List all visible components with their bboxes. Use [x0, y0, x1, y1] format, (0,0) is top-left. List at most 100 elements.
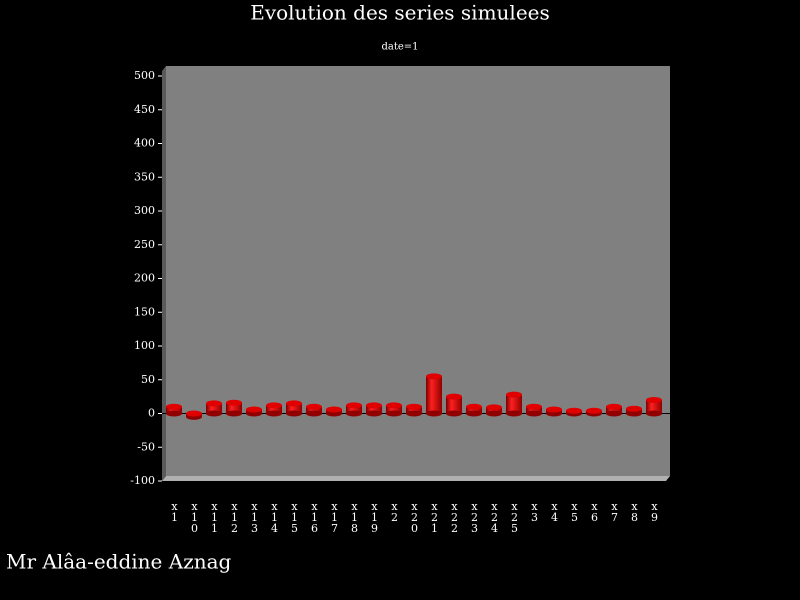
x-tick-label: x4 — [548, 500, 561, 522]
bar — [186, 410, 202, 420]
y-tick-label: 100 — [134, 339, 155, 352]
x-tick-label: x3 — [528, 500, 541, 522]
bar — [506, 391, 522, 417]
bar — [326, 406, 342, 417]
x-tick-label: x12 — [228, 500, 241, 533]
x-tick-label: x7 — [608, 500, 621, 522]
bar-body — [466, 406, 482, 414]
x-tick-label: x24 — [488, 500, 501, 533]
x-tick-label: x19 — [368, 500, 381, 533]
bar-body — [486, 407, 502, 414]
bar — [606, 403, 622, 417]
bar-bottom — [166, 410, 182, 417]
x-tick-label: x21 — [428, 500, 441, 533]
bar-bottom — [486, 410, 502, 417]
x-tick-label: x6 — [588, 500, 601, 522]
bar — [486, 404, 502, 417]
bar-bottom — [406, 410, 422, 417]
bar-body — [346, 405, 362, 414]
x-tick-label: x14 — [268, 500, 281, 533]
author: Mr Alâa-eddine Aznag — [6, 550, 232, 574]
bar — [166, 403, 182, 417]
bar-top — [466, 403, 482, 410]
bar-top — [386, 402, 402, 409]
floor — [162, 476, 670, 481]
bar-body — [646, 400, 662, 414]
bar — [306, 403, 322, 417]
bar-body — [306, 406, 322, 414]
bar-body — [386, 405, 402, 414]
y-tick-label: 50 — [141, 373, 155, 386]
x-tick-label: x23 — [468, 500, 481, 533]
bar — [426, 373, 442, 417]
bar-top — [186, 410, 202, 417]
bar-top — [366, 402, 382, 409]
x-tick-label: x18 — [348, 500, 361, 533]
bar-top — [286, 400, 302, 407]
bar-body — [226, 402, 242, 414]
bar-top — [506, 391, 522, 398]
bar-bottom — [206, 410, 222, 417]
bar — [406, 403, 422, 417]
bar-bottom — [466, 410, 482, 417]
bar-top — [486, 404, 502, 411]
bar-body — [506, 394, 522, 414]
bar-top — [566, 407, 582, 414]
x-tick-label: x20 — [408, 500, 421, 533]
bar-bottom — [346, 410, 362, 417]
x-tick-label: x16 — [308, 500, 321, 533]
bar-top — [246, 406, 262, 413]
chart-title: Evolution des series simulees — [250, 1, 550, 25]
bar-top — [446, 393, 462, 400]
bar-top — [626, 405, 642, 412]
bar-body — [526, 406, 542, 414]
x-tick-label: x17 — [328, 500, 341, 533]
x-tick-label: x1 — [168, 500, 181, 522]
bar-bottom — [606, 410, 622, 417]
bar-bottom — [306, 410, 322, 417]
bar — [526, 403, 542, 417]
bar — [626, 405, 642, 417]
bar-top — [546, 406, 562, 413]
y-tick-label: 150 — [134, 305, 155, 318]
bar-top — [326, 406, 342, 413]
bar — [386, 402, 402, 417]
y-tick-label: 250 — [134, 238, 155, 251]
y-tick-label: 300 — [134, 204, 155, 217]
bar-body — [206, 403, 222, 414]
bar-bottom — [386, 410, 402, 417]
bar-top — [306, 403, 322, 410]
x-tick-label: x8 — [628, 500, 641, 522]
bar — [226, 399, 242, 417]
y-tick-label: -50 — [137, 440, 155, 453]
y-tick-label: 400 — [134, 137, 155, 150]
bar — [346, 402, 362, 417]
bar-body — [446, 396, 462, 414]
x-tick-label: x10 — [188, 500, 201, 533]
bar-top — [406, 403, 422, 410]
bar-top — [526, 403, 542, 410]
y-tick-label: -100 — [130, 474, 155, 487]
bar-bottom — [366, 410, 382, 417]
bar — [566, 407, 582, 417]
y-tick-label: 500 — [134, 69, 155, 82]
bar-top — [646, 397, 662, 403]
x-tick-label: x25 — [508, 500, 521, 533]
x-tick-label: x2 — [388, 500, 401, 522]
bar — [266, 402, 282, 417]
bar-top — [346, 402, 362, 409]
bar — [366, 402, 382, 417]
bar-top — [206, 400, 222, 407]
bar-body — [426, 376, 442, 414]
bar-top — [586, 407, 602, 414]
x-tick-label: x9 — [648, 500, 661, 522]
bar-body — [406, 406, 422, 414]
bar-bottom — [506, 410, 522, 417]
bar-top — [606, 403, 622, 410]
bar — [586, 407, 602, 417]
y-tick-label: 200 — [134, 272, 155, 285]
x-tick-label: x5 — [568, 500, 581, 522]
y-tick-label: 350 — [134, 170, 155, 183]
bar-bottom — [526, 410, 542, 417]
